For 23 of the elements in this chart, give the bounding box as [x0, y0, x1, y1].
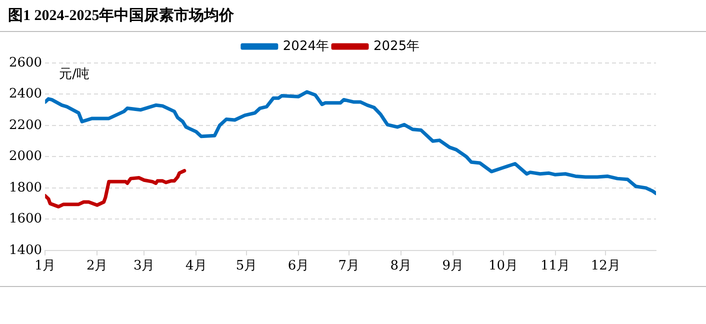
y-tick-label: 2400 [8, 86, 42, 102]
x-tick-label: 4月 [185, 258, 207, 274]
y-tick-label: 2200 [8, 118, 42, 133]
chart-title: 图1 2024-2025年中国尿素市场均价 [8, 6, 234, 25]
y-tick-label: 1600 [8, 212, 42, 227]
legend-label: 2024年 [282, 38, 330, 54]
x-tick-label: 7月 [338, 258, 360, 274]
y-tick-label: 2000 [8, 149, 42, 164]
legend-label: 2025年 [374, 38, 420, 54]
x-tick-label: 12月 [590, 258, 620, 274]
x-tick-label: 11月 [540, 258, 570, 274]
x-tick-label: 9月 [442, 258, 464, 274]
x-tick-label: 6月 [288, 258, 310, 274]
x-tick-label: 2月 [86, 258, 108, 274]
x-tick-label: 10月 [488, 258, 518, 274]
y-tick-label: 1400 [8, 242, 42, 258]
x-tick-label: 3月 [133, 258, 155, 274]
y-tick-label: 1800 [8, 180, 42, 196]
y-tick-label: 2600 [8, 55, 42, 70]
x-tick-label: 5月 [236, 258, 258, 274]
x-tick-label: 8月 [390, 258, 412, 274]
y-axis-title: 元/吨 [59, 66, 90, 82]
x-tick-label: 1月 [34, 258, 56, 274]
